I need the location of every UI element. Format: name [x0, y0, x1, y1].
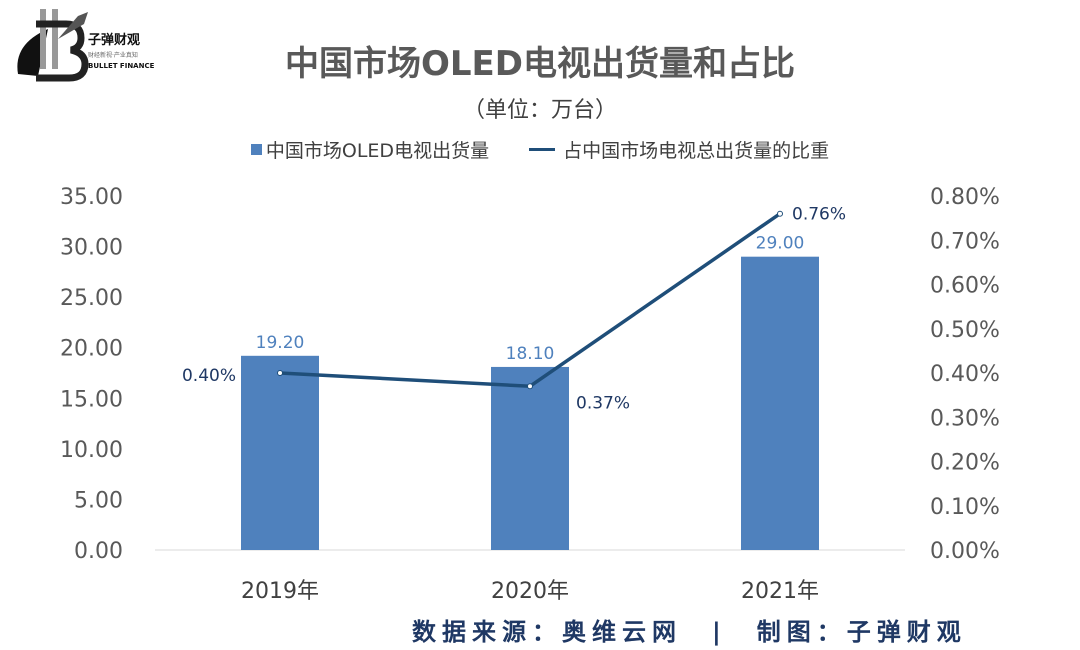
x-tick-label: 2020年 — [491, 579, 569, 604]
legend: 中国市场OLED电视出货量 占中国市场电视总出货量的比重 — [0, 136, 1080, 163]
legend-swatch-bar — [250, 144, 262, 155]
line-point — [527, 383, 533, 390]
right-tick-label: 0.50% — [930, 318, 1000, 343]
left-tick-label: 25.00 — [60, 286, 123, 311]
right-tick-label: 0.70% — [930, 229, 1000, 254]
right-tick-label: 0.80% — [930, 185, 1000, 210]
right-tick-label: 0.20% — [930, 451, 1000, 476]
bar — [241, 355, 319, 550]
svg-text:财经新视·产业真知: 财经新视·产业真知 — [88, 51, 138, 59]
bar-label: 18.10 — [506, 344, 555, 364]
bar — [741, 256, 819, 550]
bar — [491, 366, 569, 550]
line-point — [777, 210, 783, 217]
left-tick-label: 35.00 — [60, 185, 123, 210]
legend-swatch-line — [529, 148, 556, 151]
right-tick-label: 0.00% — [930, 539, 1000, 564]
x-tick-label: 2019年 — [241, 579, 319, 604]
right-tick-label: 0.60% — [930, 274, 1000, 299]
legend-item-bar: 中国市场OLED电视出货量 — [250, 136, 489, 163]
left-tick-label: 5.00 — [74, 488, 123, 513]
left-tick-label: 10.00 — [60, 438, 123, 463]
right-tick-label: 0.30% — [930, 406, 1000, 431]
logo: 子弹财观 财经新视·产业真知 BULLET FINANCE — [17, 9, 155, 82]
line-label: 0.40% — [182, 366, 236, 386]
chart-title: 中国市场OLED电视出货量和占比 — [284, 44, 796, 84]
x-tick-label: 2021年 — [741, 579, 819, 604]
chart-subtitle: （单位：万台） — [462, 98, 617, 123]
line-point — [277, 370, 283, 376]
bar-label: 19.20 — [256, 333, 305, 353]
svg-text:BULLET FINANCE: BULLET FINANCE — [88, 62, 155, 70]
left-tick-label: 0.00 — [74, 539, 123, 564]
legend-item-line: 占中国市场电视总出货量的比重 — [529, 136, 829, 163]
logo-name: 子弹财观 — [88, 32, 140, 48]
left-tick-label: 20.00 — [60, 337, 123, 362]
bar-label: 29.00 — [756, 234, 805, 254]
left-tick-label: 15.00 — [60, 387, 123, 412]
line-label: 0.76% — [792, 205, 846, 225]
right-tick-label: 0.10% — [930, 495, 1000, 520]
line-label: 0.37% — [576, 393, 630, 413]
left-tick-label: 30.00 — [60, 236, 123, 261]
footer-source: 数据来源：奥维云网 | 制图：子弹财观 — [412, 618, 967, 646]
right-tick-label: 0.40% — [930, 362, 1000, 387]
